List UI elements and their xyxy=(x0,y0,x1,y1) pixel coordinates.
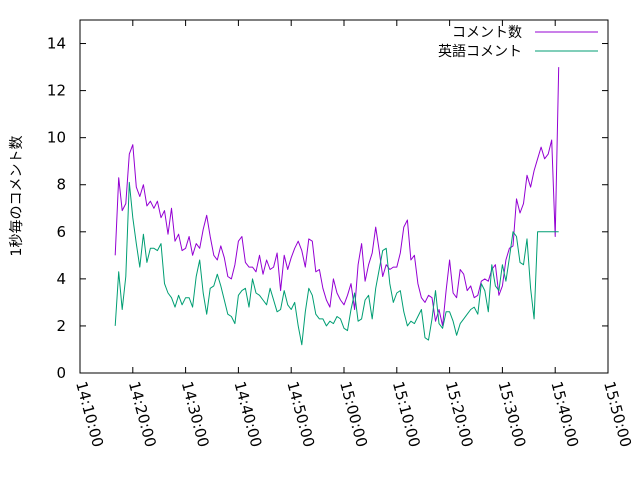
y-tick-label: 12 xyxy=(47,82,66,100)
y-tick-label: 0 xyxy=(56,364,66,382)
y-tick-label: 10 xyxy=(47,129,66,147)
series-line-2 xyxy=(114,181,559,346)
legend-label-2: 英語コメント xyxy=(438,43,522,60)
series-lines xyxy=(114,67,560,346)
y-axis: 0 2 4 6 8 10 12 14 xyxy=(47,35,608,382)
series-line-1 xyxy=(114,67,560,327)
y-axis-label: 1秒毎のコメント数 xyxy=(9,136,25,257)
y-tick-label: 14 xyxy=(47,35,66,53)
y-tick-label: 2 xyxy=(56,317,66,335)
legend-label-1: コメント数 xyxy=(452,25,522,41)
y-tick-label: 4 xyxy=(56,270,66,288)
y-tick-label: 6 xyxy=(56,223,66,241)
y-tick-label: 8 xyxy=(56,176,66,194)
